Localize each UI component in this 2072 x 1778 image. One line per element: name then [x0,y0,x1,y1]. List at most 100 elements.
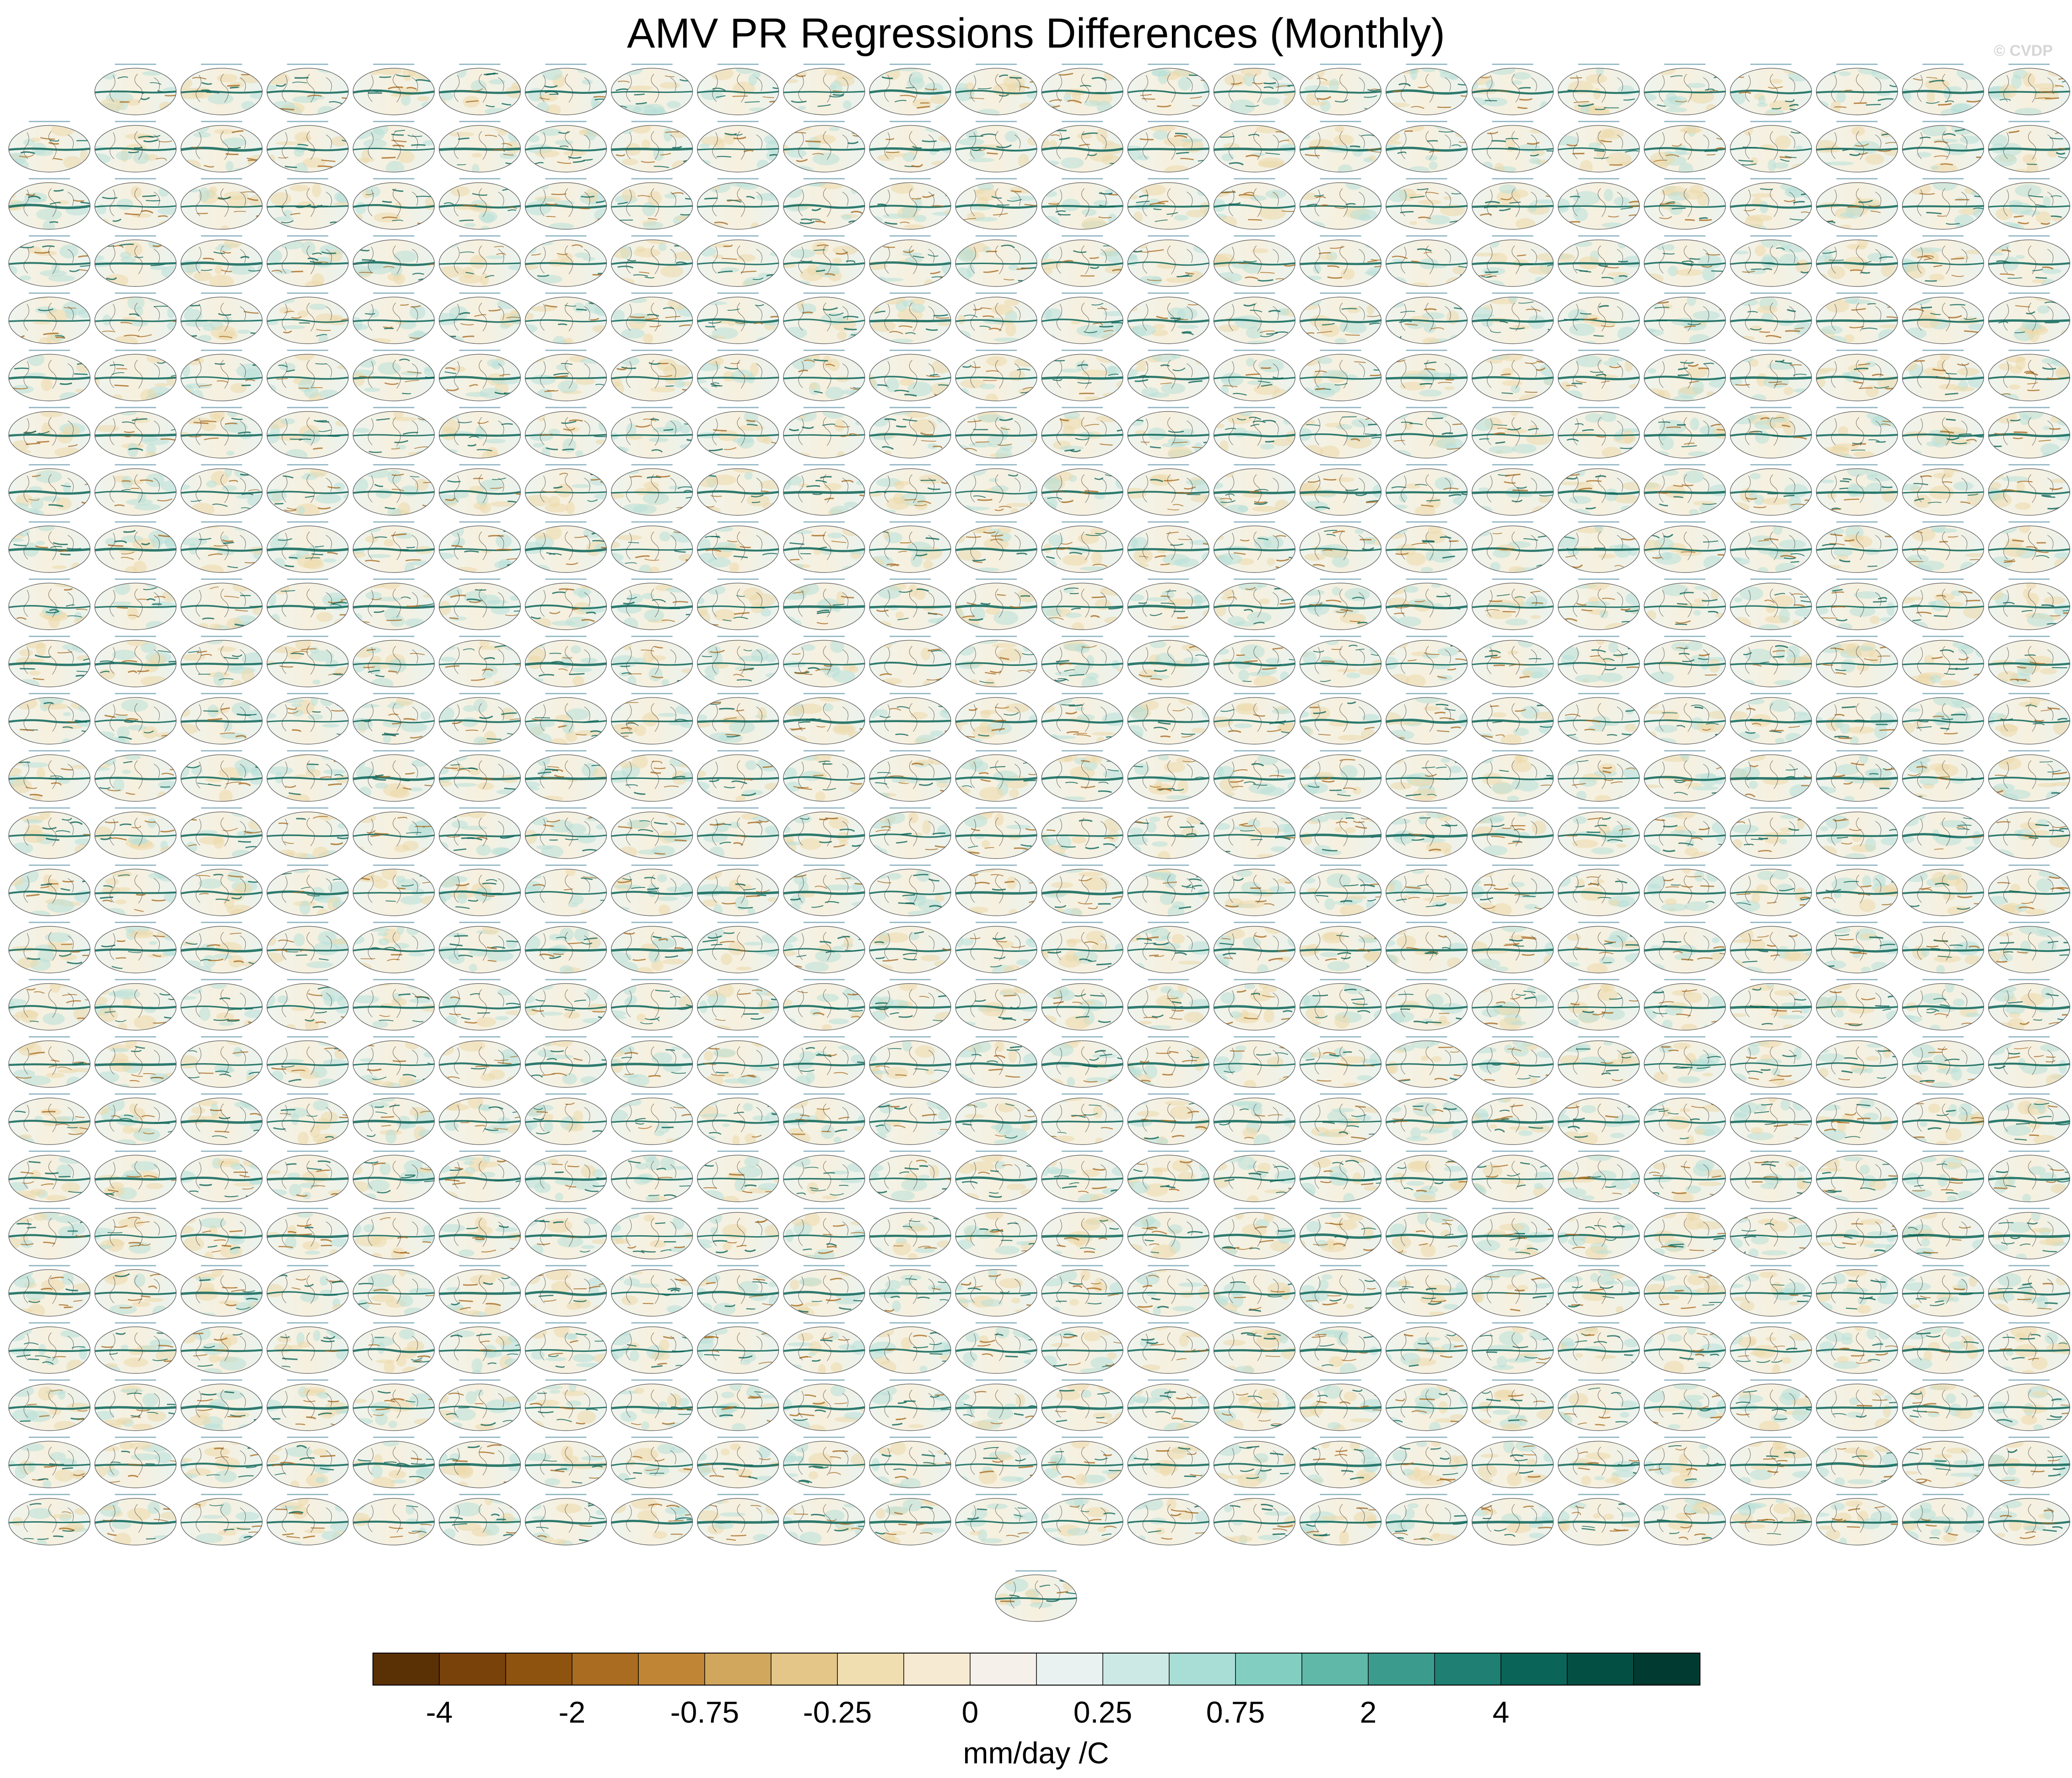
map-panel [1213,1322,1295,1374]
map-panel [1299,1093,1382,1145]
map-panel [1730,121,1812,173]
map-panel [94,178,177,230]
map-panel [955,464,1037,516]
map-panel [524,750,607,802]
map-panel [1902,1093,1984,1145]
map-panel [783,178,865,230]
map-panel [869,693,951,745]
map-panel [783,922,865,973]
map-panel [1386,121,1468,173]
map-panel [524,693,607,745]
map-panel [1127,121,1209,173]
colorbar-swatch [506,1653,572,1685]
map-panel [869,1036,951,1088]
map-panel [1988,1494,2070,1546]
map-panel [8,1437,91,1488]
map-panel [8,1379,91,1431]
map-panel [1730,235,1812,287]
map-panel [1988,1036,2070,1088]
map-panel [1127,1208,1209,1259]
map-panel [611,807,693,859]
map-panel [1816,235,1898,287]
map-panel [869,350,951,401]
map-panel [697,521,779,573]
map-panel [1730,1036,1812,1088]
map-panel [524,979,607,1031]
map-panel [955,178,1037,230]
map-panel [1127,1036,1209,1088]
map-panel [1730,1093,1812,1145]
map-panel [1386,578,1468,630]
map-panel [8,865,91,916]
map-panel [1558,693,1640,745]
map-panel [1730,1151,1812,1202]
map-panel [1386,922,1468,973]
map-panel [180,292,263,344]
map-panel [697,464,779,516]
map-panel [1988,235,2070,287]
map-panel [1386,1093,1468,1145]
map-panel [783,750,865,802]
map-panel [1386,1151,1468,1202]
map-panel [524,1151,607,1202]
map-panel [1041,807,1123,859]
map-panel [697,578,779,630]
map-panel [1644,578,1726,630]
map-panel [1472,464,1554,516]
map-panel [1558,1437,1640,1488]
map-panel [8,235,91,287]
map-panel [266,1093,349,1145]
map-panel [1299,807,1382,859]
map-panel [266,693,349,745]
map-panel [783,1036,865,1088]
map-panel [1127,235,1209,287]
map-panel [1644,1036,1726,1088]
map-panel [1902,807,1984,859]
map-panel [1041,1437,1123,1488]
colorbar-label: mm/day /C [963,1736,1109,1770]
map-panel [94,521,177,573]
map-panel [1386,1265,1468,1317]
map-panel [697,979,779,1031]
map-panel [611,750,693,802]
map-panel [352,178,435,230]
map-panel [1472,1322,1554,1374]
map-panel [1127,636,1209,687]
map-panel [1127,807,1209,859]
map-panel [180,1379,263,1431]
map-panel [955,64,1037,115]
map-panel [1299,1494,1382,1546]
map-panel [8,979,91,1031]
map-panel [1386,235,1468,287]
map-panel [1730,350,1812,401]
map-panel [1472,922,1554,973]
map-panel [1816,922,1898,973]
colorbar-tick-label: -4 [426,1695,453,1729]
map-panel [611,235,693,287]
map-panel [1472,750,1554,802]
map-panel [697,1379,779,1431]
map-panel [352,1265,435,1317]
map-panel [1730,178,1812,230]
map-panel [94,350,177,401]
map-panel [352,578,435,630]
map-panel [180,1208,263,1259]
map-panel [869,979,951,1031]
map-panel [611,578,693,630]
map-panel [8,407,91,459]
map-panel [869,1322,951,1374]
map-panel [1902,1265,1984,1317]
colorbar-swatch [904,1653,971,1685]
map-panel [1386,1494,1468,1546]
map-panel [697,807,779,859]
colorbar-swatch [1567,1653,1634,1685]
map-panel [1730,292,1812,344]
map-panel [1213,292,1295,344]
map-panel [955,350,1037,401]
map-panel [1644,1093,1726,1145]
map-panel [180,1093,263,1145]
map-panel [180,178,263,230]
map-panel [352,865,435,916]
map-panel [1213,235,1295,287]
map-panel [1816,1093,1898,1145]
